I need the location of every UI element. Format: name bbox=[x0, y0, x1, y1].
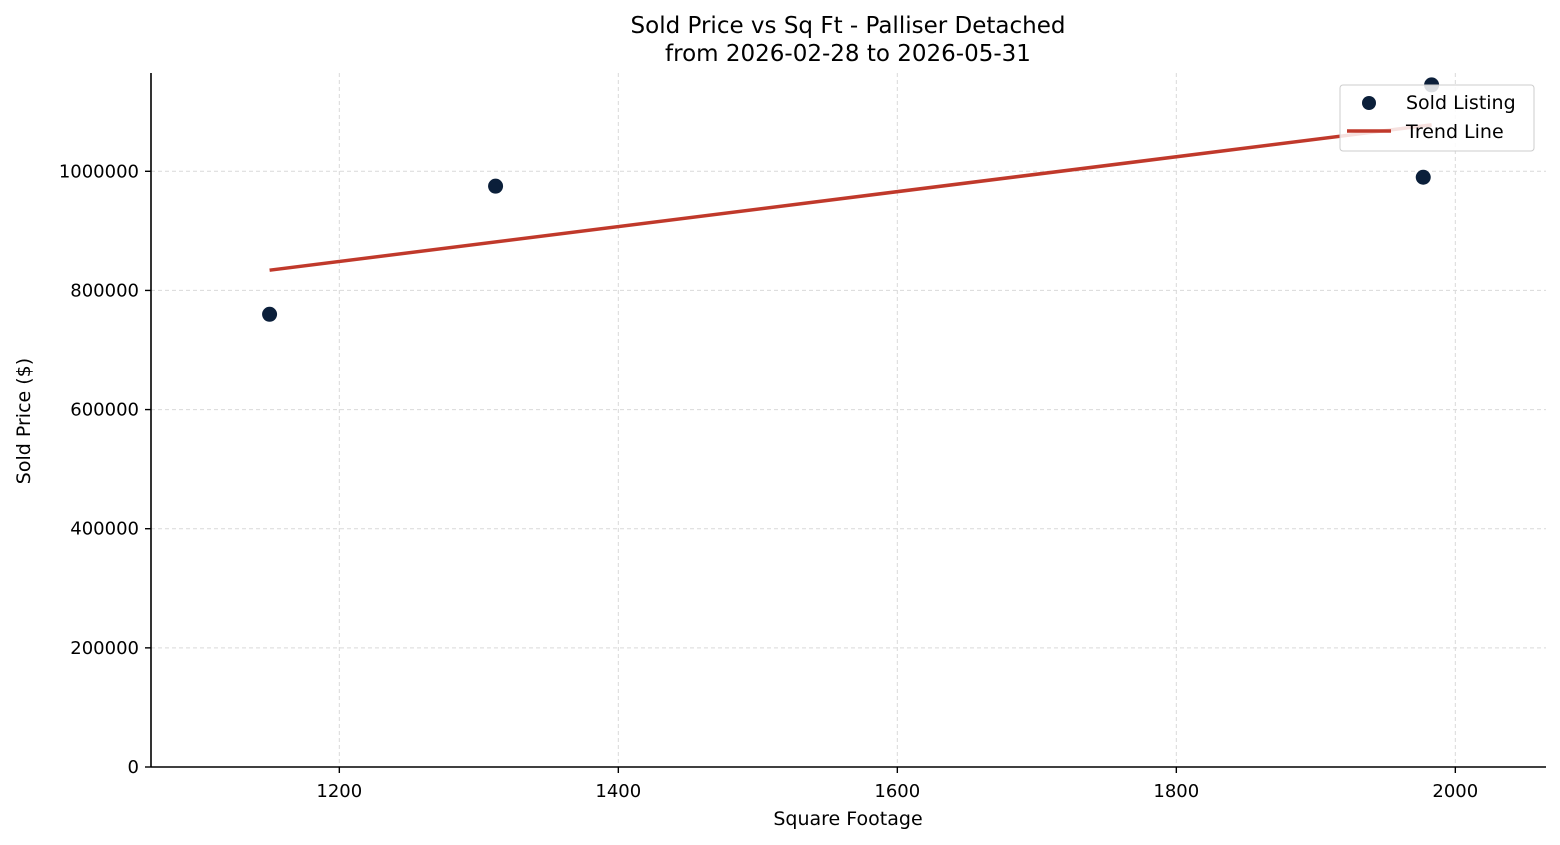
legend: Sold Listing Trend Line bbox=[1339, 84, 1535, 152]
sold-listing-point bbox=[488, 178, 504, 194]
y-axis-label: Sold Price ($) bbox=[13, 358, 35, 484]
y-tick-label: 1000000 bbox=[59, 161, 139, 182]
y-tick-label: 200000 bbox=[70, 638, 139, 659]
y-tick-label: 800000 bbox=[70, 280, 139, 301]
grid bbox=[151, 73, 1546, 767]
chart-title: Sold Price vs Sq Ft - Palliser Detached bbox=[631, 13, 1066, 39]
legend-box bbox=[1339, 84, 1535, 152]
sold-listing-point bbox=[262, 306, 278, 322]
y-tick-label: 0 bbox=[128, 757, 139, 778]
x-tick-label: 1800 bbox=[1153, 781, 1199, 802]
plot-area bbox=[262, 77, 1440, 322]
legend-label-sold-listing: Sold Listing bbox=[1406, 92, 1516, 114]
x-tick-label: 2000 bbox=[1432, 781, 1478, 802]
trend-line bbox=[269, 123, 1432, 272]
axes bbox=[150, 73, 1546, 768]
ticks: 1200 1400 1600 1800 2000 0 200000 400000 600000 8… bbox=[59, 161, 1478, 802]
x-axis-label: Square Footage bbox=[773, 808, 922, 830]
y-tick-label: 600000 bbox=[70, 400, 139, 421]
x-tick-label: 1400 bbox=[595, 781, 641, 802]
x-tick-label: 1200 bbox=[316, 781, 362, 802]
chart-subtitle: from 2026-02-28 to 2026-05-31 bbox=[665, 41, 1031, 67]
sold-listing-point bbox=[1415, 169, 1431, 185]
y-tick-label: 400000 bbox=[70, 519, 139, 540]
x-tick-label: 1600 bbox=[874, 781, 920, 802]
legend-label-trend-line: Trend Line bbox=[1405, 121, 1504, 143]
legend-marker-sold-listing bbox=[1362, 96, 1376, 110]
